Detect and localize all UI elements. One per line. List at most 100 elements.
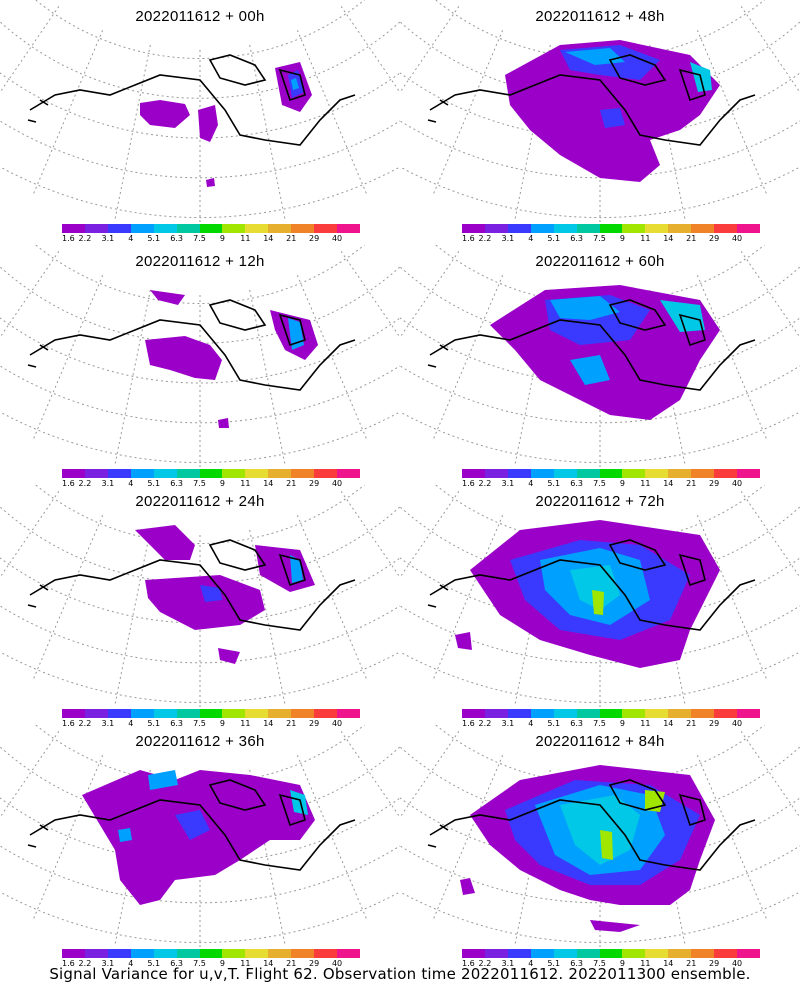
meridian-line: [32, 755, 104, 922]
colorbar-swatch: [714, 709, 738, 718]
colorbar-swatch: [199, 949, 223, 958]
colorbar-tick-label: 14: [663, 479, 674, 488]
colorbar-swatch: [599, 469, 623, 478]
colorbar-tick-label: 2.2: [78, 719, 92, 728]
colorbar-swatch: [484, 709, 508, 718]
colorbar-swatch: [645, 709, 669, 718]
colorbar-swatch: [130, 949, 154, 958]
colorbar: [62, 224, 360, 233]
meridian-line: [432, 275, 504, 442]
colorbar-swatch: [530, 224, 554, 233]
colorbar-swatch: [222, 224, 246, 233]
colorbar-tick-label: 29: [709, 959, 720, 968]
colorbar-swatch: [668, 224, 692, 233]
variance-contour: [148, 770, 178, 790]
coastline: [427, 299, 756, 391]
figure-caption: Signal Variance for u,v,T. Flight 62. Ob…: [49, 965, 751, 983]
colorbar-tick-label: 29: [709, 719, 720, 728]
colorbar-swatch: [199, 709, 223, 718]
meridian-line: [0, 731, 60, 819]
panel-title: 2022011612 + 36h: [135, 733, 265, 750]
variance-contour: [290, 790, 308, 815]
latitude-line: [400, 891, 800, 943]
colorbar-swatch: [268, 709, 292, 718]
latitude-line: [34, 485, 366, 544]
colorbar-swatch: [268, 469, 292, 478]
latitude-line: [434, 0, 766, 59]
meridian-line: [340, 491, 400, 579]
variance-contour: [291, 78, 299, 90]
colorbar-swatch: [176, 949, 200, 958]
map-panel: 2022011612 + 12h 1.6 2.2 3.1 4 5.1 6.3 7.5 9 11 14…: [0, 245, 400, 490]
colorbar-tick-label: 2.2: [78, 234, 92, 243]
latitude-line: [0, 557, 400, 624]
variance-contour: [590, 920, 640, 932]
colorbar-tick-label: 40: [731, 719, 743, 728]
latitude-line: [0, 506, 400, 584]
colorbar-ticks: 1.6 2.2 3.1 4 5.1 6.3 7.5 9 11 14 21 29 40: [462, 234, 760, 244]
colorbar-swatch: [484, 469, 508, 478]
variance-contour: [570, 565, 620, 610]
colorbar-tick-label: 4: [128, 719, 134, 728]
coastline: [27, 779, 356, 871]
colorbar: [462, 709, 760, 718]
colorbar-ticks: 1.6 2.2 3.1 4 5.1 6.3 7.5 9 11 14 21 29 40: [462, 479, 760, 489]
colorbar-tick-label: 7.5: [593, 959, 606, 968]
meridian-line: [432, 755, 504, 922]
colorbar-swatch: [553, 709, 577, 718]
map-panel: 2022011612 + 72h 1.6 2.2 3.1 4 5.1 6.3 7.5 9 11 14…: [400, 485, 800, 730]
variance-contour: [145, 336, 222, 380]
colorbar-swatch: [691, 949, 715, 958]
colorbar-tick-label: 11: [240, 234, 251, 243]
colorbar-tick-label: 21: [686, 959, 697, 968]
panel-title: 2022011612 + 24h: [135, 493, 265, 510]
colorbar-tick-label: 40: [331, 719, 343, 728]
colorbar-swatch: [553, 224, 577, 233]
colorbar-swatch: [84, 709, 108, 718]
coastline: [427, 539, 756, 631]
latitude-line: [400, 21, 800, 99]
meridian-line: [400, 731, 460, 819]
colorbar-swatch: [599, 949, 623, 958]
colorbar-swatch: [153, 709, 177, 718]
colorbar: [462, 224, 760, 233]
colorbar-swatch: [245, 709, 269, 718]
latitude-line: [400, 317, 800, 384]
colorbar-swatch: [530, 949, 554, 958]
variance-contour: [490, 285, 720, 420]
colorbar-tick-label: 7.5: [193, 479, 206, 488]
colorbar-tick-label: 11: [640, 234, 651, 243]
meridian-line: [249, 289, 286, 467]
meridian-line: [296, 275, 368, 442]
meridian-line: [400, 491, 460, 579]
colorbar-tick-label: 3.1: [101, 959, 115, 968]
colorbar-swatch: [622, 709, 646, 718]
colorbar-swatch: [84, 224, 108, 233]
colorbar-tick-label: 1.6: [62, 719, 75, 728]
colorbar-swatch: [622, 469, 646, 478]
variance-contour: [218, 648, 240, 664]
meridian-line: [0, 6, 60, 94]
colorbar-tick-label: 5.1: [147, 234, 161, 243]
colorbar-swatch: [622, 224, 646, 233]
colorbar-tick-label: 5.1: [547, 719, 561, 728]
colorbar-ticks: 1.6 2.2 3.1 4 5.1 6.3 7.5 9 11 14 21 29 40: [62, 479, 360, 489]
colorbar: [62, 949, 360, 958]
variance-contour: [118, 828, 132, 842]
colorbar-tick-label: 9: [219, 719, 225, 728]
colorbar-swatch: [153, 224, 177, 233]
panel-title: 2022011612 + 60h: [535, 253, 665, 270]
colorbar-tick-label: 9: [619, 959, 625, 968]
colorbar-tick-label: 9: [619, 479, 625, 488]
colorbar-tick-label: 6.3: [170, 479, 183, 488]
latitude-line: [400, 266, 800, 344]
colorbar-swatch: [107, 709, 131, 718]
meridian-line: [296, 755, 368, 922]
colorbar-swatch: [737, 949, 760, 958]
variance-contour: [460, 878, 475, 895]
panel-title: 2022011612 + 72h: [535, 493, 665, 510]
colorbar-tick-label: 5.1: [147, 959, 161, 968]
colorbar-tick-label: 3.1: [501, 959, 515, 968]
panel-title: 2022011612 + 00h: [135, 8, 265, 25]
colorbar-tick-label: 14: [263, 479, 274, 488]
